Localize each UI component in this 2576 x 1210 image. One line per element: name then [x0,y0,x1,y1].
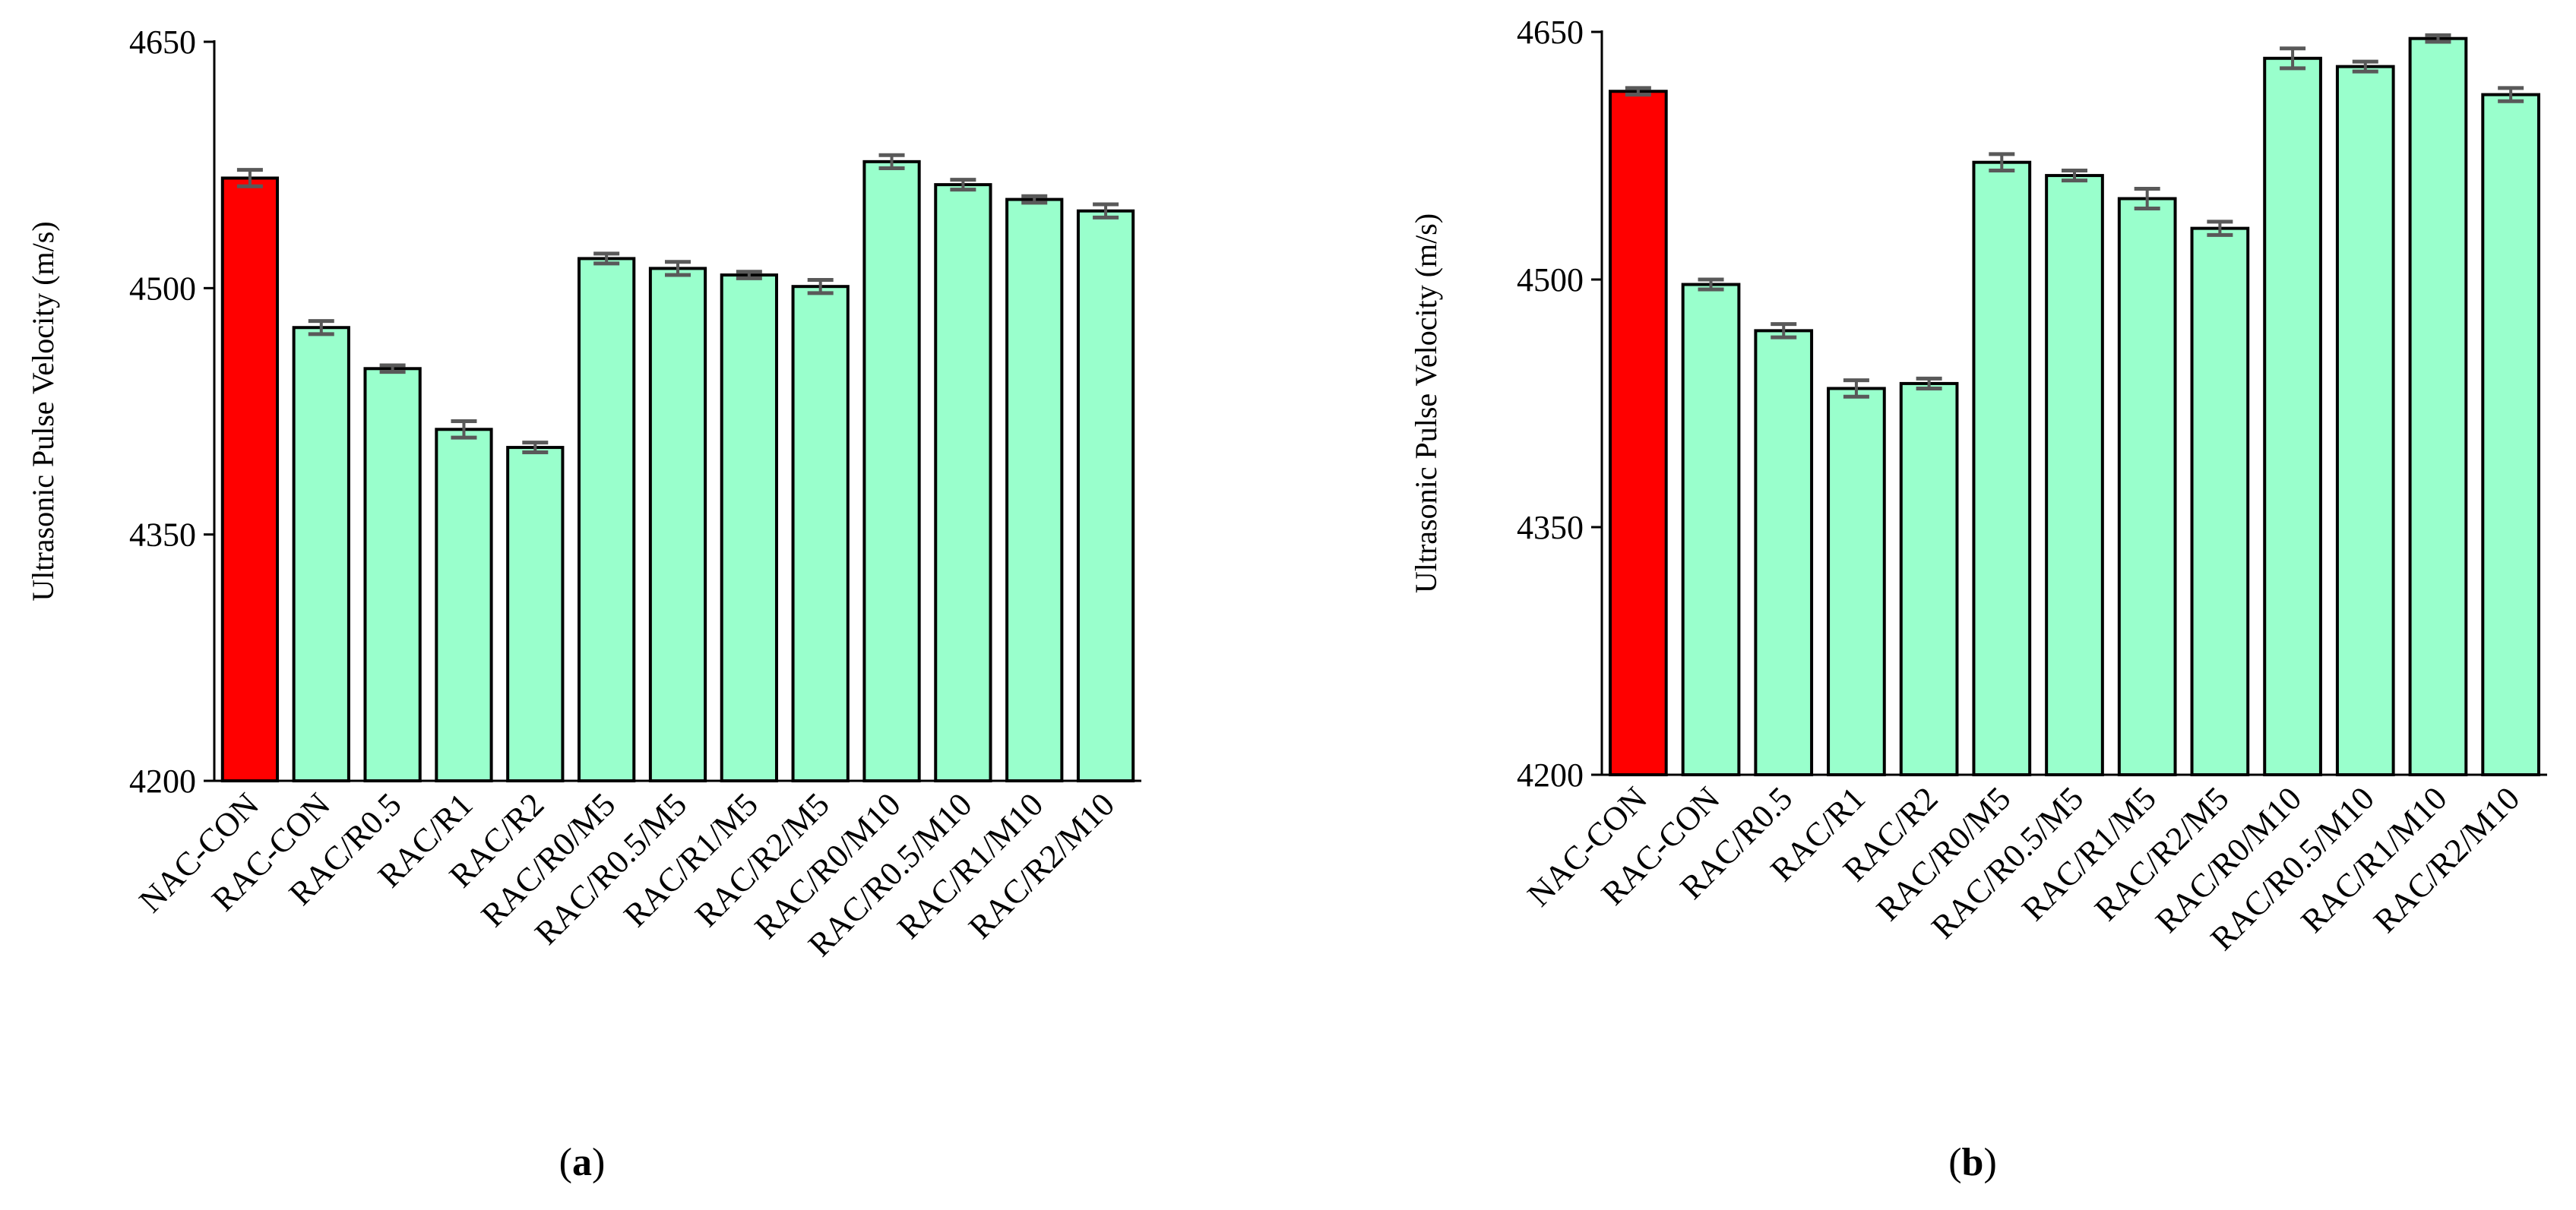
bar-rac-r1 [435,428,493,782]
y-tick-label: 4350 [1517,509,1584,546]
y-tick-label: 4200 [129,763,196,800]
bar-rac-r0-5 [1754,329,1814,776]
bar-rac-r2-m5 [2190,226,2250,777]
bar-nac-con [1609,90,1668,777]
bar-rac-r0-m5 [1972,160,2032,776]
panel-label-b: (b) [1948,1141,1997,1184]
bar-rac-r1-m10 [1005,197,1064,783]
bar-rac-r0-5 [363,367,422,782]
bar-rac-r0-5-m10 [2335,65,2395,776]
bar-rac-r0-5-m5 [2045,174,2104,776]
y-tick-label: 4200 [1517,757,1584,794]
bar-rac-r2 [1899,381,1959,777]
panel-label-a: (a) [559,1141,606,1184]
y-axis-title: Ultrasonic Pulse Velocity (m/s) [26,221,60,601]
bar-rac-r1 [1827,387,1886,776]
chart-panel-a: NAC-CONRAC-CONRAC/R0.5RAC/R1RAC/R2RAC/R0… [26,24,1141,964]
bar-rac-r0-m10 [2263,56,2322,777]
y-tick-label: 4500 [1517,261,1584,299]
y-tick-label: 4500 [129,270,196,307]
bar-rac-r2-m5 [791,285,850,783]
bar-rac-r1-m5 [2117,197,2177,776]
bar-rac-r0-m10 [862,160,921,782]
y-tick-label: 4350 [129,517,196,554]
bar-rac-r0-5-m5 [648,267,707,782]
bar-rac-con [292,326,350,782]
bar-rac-r2 [506,446,565,783]
y-tick-label: 4650 [129,24,196,61]
y-tick-label: 4650 [1517,14,1584,51]
bar-rac-r0-5-m10 [934,183,992,782]
bar-nac-con [220,176,280,783]
bar-rac-con [1681,283,1741,776]
bar-rac-r1-m5 [720,273,778,782]
bar-rac-r2-m10 [1076,209,1135,783]
bar-rac-r2-m10 [2481,93,2540,776]
bar-rac-r1-m10 [2408,36,2468,776]
y-axis-title: Ultrasonic Pulse Velocity (m/s) [1409,213,1443,593]
chart-panel-b: NAC-CONRAC-CONRAC/R0.5RAC/R1RAC/R2RAC/R0… [1409,14,2547,958]
bar-rac-r0-m5 [578,257,636,782]
